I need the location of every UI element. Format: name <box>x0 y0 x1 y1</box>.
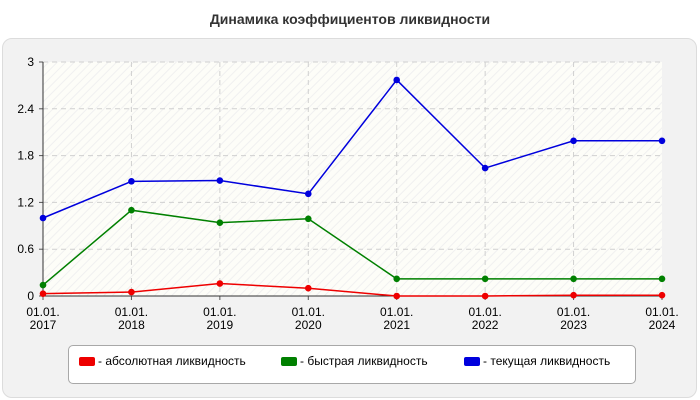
legend: - абсолютная ликвидность - быстрая ликви… <box>68 345 636 384</box>
data-point <box>393 275 401 283</box>
x-tick-label: 01.01. 2021 <box>380 305 413 332</box>
y-tick-label: 0.6 <box>17 242 34 256</box>
data-point <box>393 76 401 84</box>
series-line <box>42 209 662 286</box>
legend-item-absolute: - абсолютная ликвидность <box>79 354 246 368</box>
plot-area <box>43 62 662 296</box>
y-tick-label: 2.4 <box>17 102 34 116</box>
data-point <box>128 288 135 296</box>
data-point <box>481 164 489 172</box>
x-tick-label: 01.01. 2022 <box>468 305 501 332</box>
data-point <box>304 190 312 198</box>
data-point <box>393 292 401 300</box>
legend-label: - абсолютная ликвидность <box>98 354 246 368</box>
data-point <box>481 275 489 283</box>
data-point <box>39 214 47 222</box>
data-point <box>128 178 135 185</box>
data-point <box>304 284 312 292</box>
legend-item-current: - текущая ликвидность <box>464 354 610 368</box>
data-point <box>658 275 666 283</box>
data-point <box>39 290 47 297</box>
y-tick-label: 3 <box>27 55 34 69</box>
data-point <box>570 275 577 283</box>
x-tick-label: 01.01. 2017 <box>26 305 59 332</box>
legend-item-quick: - быстрая ликвидность <box>281 354 428 368</box>
y-tick-label: 0 <box>27 289 34 303</box>
y-tick-label: 1.8 <box>17 149 34 163</box>
legend-swatch <box>79 356 95 366</box>
series-line <box>42 78 662 219</box>
data-point <box>570 291 577 299</box>
data-point <box>216 177 224 184</box>
series-line <box>42 282 662 297</box>
x-tick-label: 01.01. 2019 <box>203 305 236 332</box>
x-tick-label: 01.01. 2020 <box>292 305 325 332</box>
legend-label: - быстрая ликвидность <box>300 354 428 368</box>
x-tick-label: 01.01. 2018 <box>115 305 148 332</box>
data-point <box>570 137 577 145</box>
x-tick-label: 01.01. 2023 <box>557 305 590 332</box>
legend-swatch <box>464 356 480 366</box>
data-point <box>216 219 224 226</box>
data-point <box>481 292 489 300</box>
legend-swatch <box>281 356 297 366</box>
data-point <box>216 280 224 287</box>
legend-label: - текущая ликвидность <box>483 354 611 368</box>
y-tick-label: 1.2 <box>17 195 34 209</box>
chart-title: Динамика коэффициентов ликвидности <box>209 11 491 27</box>
data-point <box>658 291 666 299</box>
x-tick-label: 01.01. 2024 <box>645 305 678 332</box>
data-point <box>304 215 312 223</box>
data-point <box>658 137 666 145</box>
data-point <box>128 206 135 214</box>
data-point <box>39 281 47 289</box>
